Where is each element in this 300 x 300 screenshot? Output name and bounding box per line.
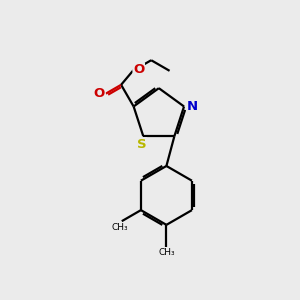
Text: N: N [187, 100, 198, 113]
Text: CH₃: CH₃ [112, 223, 129, 232]
Text: CH₃: CH₃ [158, 248, 175, 257]
Text: S: S [137, 138, 147, 151]
Text: O: O [133, 63, 144, 76]
Text: O: O [94, 87, 105, 100]
